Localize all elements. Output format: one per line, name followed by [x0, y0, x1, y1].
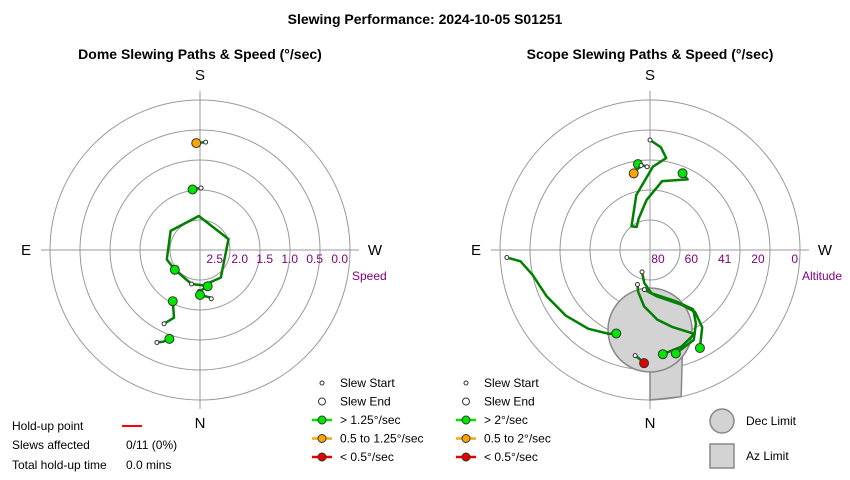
dome-radial-tick: 1.5: [256, 252, 273, 266]
dome-slew-start-point: [167, 296, 178, 307]
dome-radial-tick: 1.0: [281, 252, 298, 266]
holdup-point-label: Hold-up point: [12, 419, 84, 433]
scope-cardinal-bottom: N: [645, 415, 656, 432]
scope-slew-end-point: [641, 287, 647, 293]
dome-slew-end-point: [189, 281, 195, 287]
scope-slew-end-point: [632, 353, 638, 359]
total-holdup-value: 0.0 mins: [126, 458, 171, 472]
scope-legend-label: < 0.5°/sec: [484, 450, 538, 464]
scope-legend-label: 0.5 to 2°/sec: [484, 432, 551, 446]
dome-legend: Slew Start Slew End > 1.25°/sec 0.5 to 1.25…: [312, 376, 424, 464]
dome-subtitle: Dome Slewing Paths & Speed (°/sec): [78, 46, 322, 62]
dome-polar-panel: Dome Slewing Paths & Speed (°/sec) S N E…: [21, 46, 387, 432]
scope-legend-dot-swatch: [461, 415, 471, 425]
dome-legend-label: Slew End: [340, 395, 391, 409]
scope-slew-path: [636, 284, 696, 356]
slews-affected-value: 0/11 (0%): [126, 438, 177, 452]
dome-slew-start-point: [169, 264, 180, 275]
scope-cardinal-top: S: [645, 67, 655, 84]
limit-legend-label: Dec Limit: [746, 414, 797, 428]
scope-slew-end-point: [634, 281, 640, 287]
scope-slew-end-point: [504, 255, 510, 261]
limit-legend-label: Az Limit: [746, 449, 789, 463]
scope-radial-tick: 41: [718, 252, 732, 266]
dome-slew-start-point: [191, 138, 202, 149]
dome-legend-label: > 1.25°/sec: [340, 413, 401, 427]
scope-subtitle: Scope Slewing Paths & Speed (°/sec): [527, 46, 774, 62]
scope-cardinal-right: W: [818, 242, 833, 259]
scope-legend-dot-swatch: [461, 452, 471, 462]
scope-slew-end-point: [638, 162, 644, 168]
limit-legend: Dec Limit Az Limit: [709, 408, 797, 469]
dome-legend-end-swatch: [318, 397, 326, 406]
scope-slew-start-point: [639, 358, 650, 369]
holdup-info: Hold-up point Slews affected 0/11 (0%) T…: [12, 419, 177, 472]
slews-affected-label: Slews affected: [12, 438, 90, 452]
scope-radial-label: Altitude: [802, 269, 842, 283]
dome-slew-end-point: [208, 296, 214, 302]
scope-legend-label: Slew Start: [484, 376, 539, 390]
scope-radial-tick: 20: [751, 252, 765, 266]
dome-radial-tick: 2.5: [206, 252, 223, 266]
dome-slew-start-point: [202, 281, 213, 292]
scope-legend-end-swatch: [462, 397, 470, 406]
dome-legend-label: Slew Start: [340, 376, 395, 390]
scope-slew-path: [630, 138, 689, 229]
scope-radial-tick: 80: [651, 252, 665, 266]
dome-slew-start-point: [187, 184, 198, 195]
scope-slew-start-point: [657, 349, 668, 360]
chart-title: Slewing Performance: 2024-10-05 S01251: [288, 11, 563, 27]
dec-limit-swatch: [709, 408, 735, 434]
scope-slew-start-point: [611, 328, 622, 339]
dome-slew-end-point: [154, 339, 160, 345]
scope-radial-tick: 60: [685, 252, 699, 266]
dome-legend-dot-swatch: [317, 452, 327, 462]
scope-polar-panel: Scope Slewing Paths & Speed (°/sec) S N …: [471, 46, 842, 432]
dome-slew-start-point: [195, 290, 205, 300]
dome-legend-start-swatch: [319, 380, 325, 386]
dome-radial-tick: 0.0: [331, 252, 348, 266]
dome-cardinal-right: W: [368, 242, 383, 259]
dome-radial-tick: 2.0: [231, 252, 248, 266]
scope-legend-label: > 2°/sec: [484, 413, 528, 427]
scope-slew-end-point: [644, 164, 650, 170]
dome-radial-label: Speed: [352, 269, 387, 283]
dome-radial-tick: 0.5: [306, 252, 323, 266]
scope-cardinal-left: E: [471, 242, 481, 259]
scope-radial-tick: 0: [791, 252, 798, 266]
scope-legend-start-swatch: [463, 380, 469, 386]
scope-slew-end-point: [639, 269, 645, 275]
dome-cardinal-top: S: [195, 67, 205, 84]
dome-slew-end-point: [161, 321, 167, 327]
scope-legend-label: Slew End: [484, 395, 535, 409]
scope-slew-start-point: [628, 168, 639, 179]
dome-slew-end-point: [203, 139, 209, 145]
scope-slew-start-point: [677, 168, 688, 179]
dome-slew-start-point: [164, 333, 175, 344]
dome-legend-label: < 0.5°/sec: [340, 450, 394, 464]
dome-cardinal-left: E: [21, 242, 31, 259]
dome-slew-path: [163, 301, 176, 325]
scope-slew-path: [643, 288, 704, 349]
dome-legend-dot-swatch: [317, 434, 327, 443]
scope-slew-start-point: [694, 343, 705, 354]
scope-slew-path: [506, 256, 617, 336]
dome-slew-end-point: [198, 185, 204, 191]
total-holdup-label: Total hold-up time: [12, 458, 107, 472]
dome-cardinal-bottom: N: [195, 415, 206, 432]
scope-legend-dot-swatch: [461, 434, 471, 443]
scope-slew-end-point: [647, 137, 653, 143]
scope-legend: Slew Start Slew End > 2°/sec 0.5 to 2°/sec <…: [456, 376, 551, 464]
az-limit-swatch: [709, 443, 735, 469]
dome-legend-label: 0.5 to 1.25°/sec: [340, 432, 424, 446]
scope-slew-start-point: [670, 348, 681, 359]
dome-legend-dot-swatch: [317, 415, 327, 425]
